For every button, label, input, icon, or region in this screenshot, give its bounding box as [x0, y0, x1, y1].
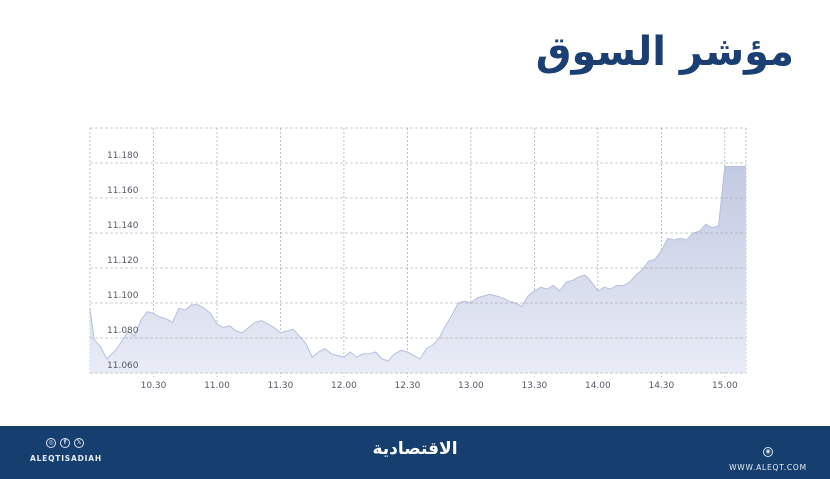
- page-title: مؤشر السوق: [535, 29, 794, 75]
- market-index-chart: 11.060 11.080 11.100 11.120 11.140 11.160 11.1…: [89, 127, 747, 391]
- social-handle: ALEQTISADIAH: [30, 454, 102, 463]
- y-tick-label: 11.160: [107, 186, 139, 196]
- globe-icon: ◉: [763, 446, 773, 457]
- website-url[interactable]: WWW.ALEQT.COM: [729, 463, 807, 472]
- chart-canvas: 11.060 11.080 11.100 11.120 11.140 11.160 11.1…: [89, 127, 747, 391]
- x-tick-label: 12.30: [395, 381, 421, 391]
- x-tick-label: 14.00: [585, 381, 611, 391]
- y-tick-label: 11.100: [107, 291, 139, 301]
- footer-bar: ◎ f 𝕏 ALEQTISADIAH الاقتصادية ◉ WWW.ALEQ…: [0, 426, 830, 479]
- x-tick-label: 11.00: [204, 381, 230, 391]
- social-icons: ◎ f 𝕏: [30, 438, 100, 448]
- website-block: ◉ WWW.ALEQT.COM: [728, 438, 808, 472]
- index-line: [89, 166, 746, 362]
- y-axis-labels: 11.060 11.080 11.100 11.120 11.140 11.160 11.1…: [107, 151, 139, 371]
- x-tick-label: 11.30: [268, 381, 294, 391]
- x-tick-label: 15.00: [712, 381, 738, 391]
- brand-logo: الاقتصادية: [372, 439, 458, 459]
- x-tick-label: 13.00: [458, 381, 484, 391]
- x-tick-label: 14.30: [648, 381, 674, 391]
- x-tick-label: 10.30: [141, 381, 167, 391]
- instagram-icon[interactable]: ◎: [46, 438, 56, 448]
- x-tick-label: 13.30: [522, 381, 548, 391]
- y-tick-label: 11.180: [107, 151, 139, 161]
- facebook-icon[interactable]: f: [60, 438, 70, 448]
- x-tick-label: 12.00: [331, 381, 357, 391]
- horizontal-gridlines: [90, 127, 746, 374]
- x-axis-labels: 10.30 11.00 11.30 12.00 12.30 13.00 13.30 14.00…: [141, 381, 738, 391]
- index-area-fill: [90, 166, 746, 373]
- y-tick-label: 11.080: [107, 326, 139, 336]
- social-block: ◎ f 𝕏 ALEQTISADIAH: [30, 438, 102, 463]
- y-tick-label: 11.140: [107, 221, 139, 231]
- y-tick-label: 11.120: [107, 256, 139, 266]
- x-icon[interactable]: 𝕏: [74, 438, 84, 448]
- y-tick-label: 11.060: [107, 361, 139, 371]
